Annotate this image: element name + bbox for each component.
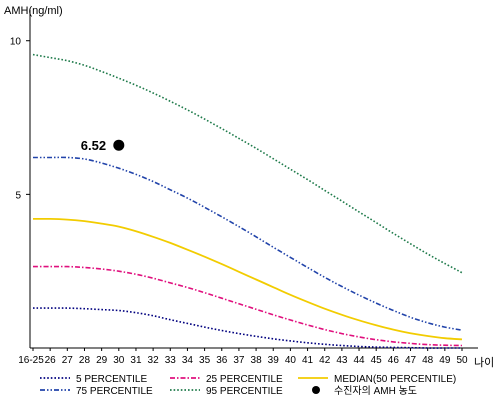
x-tick-label: 28 [79, 355, 91, 366]
x-tick-label: 16-25 [18, 355, 44, 366]
axes: AMH(ng/ml) 5 10 16-25 26 27 28 29 30 31 32 33 34 35 36… [4, 5, 494, 369]
x-tick-label: 31 [130, 355, 142, 366]
series-line-25-percentile [32, 265, 463, 347]
patient-amh-value-label: 6.52 [81, 138, 106, 153]
patient-annotation: 6.52 [81, 138, 125, 153]
series-line-75-percentile [33, 156, 463, 331]
x-tick-label: 41 [302, 355, 314, 366]
x-tick-label: 44 [353, 355, 365, 366]
series-line-5-percentile [32, 307, 462, 349]
x-tick-label: 46 [388, 355, 400, 366]
x-tick-label: 26 [45, 355, 57, 366]
x-tick-label: 36 [216, 355, 228, 366]
x-tick-label: 33 [165, 355, 177, 366]
x-tick-label: 38 [251, 355, 263, 366]
x-tick-label: 48 [422, 355, 434, 366]
legend-swatch-patient-point [312, 386, 320, 394]
legend-label-95-percentile: 95 PERCENTILE [206, 386, 283, 397]
x-tick-label: 27 [62, 355, 74, 366]
x-tick-label: 30 [113, 355, 125, 366]
x-tick-label: 35 [199, 355, 211, 366]
x-tick-label: 45 [371, 355, 383, 366]
series-lines [32, 53, 463, 349]
x-tick-label: 49 [439, 355, 451, 366]
legend-label-25-percentile: 25 PERCENTILE [206, 374, 283, 385]
x-tick-label: 40 [285, 355, 297, 366]
x-tick-label: 42 [319, 355, 331, 366]
x-tick-label: 34 [182, 355, 194, 366]
legend: 5 PERCENTILE 25 PERCENTILE MEDIAN(50 PERCE… [40, 374, 456, 397]
series-line-median-50-percentile [32, 217, 463, 341]
x-axis-title: 나이 [474, 356, 494, 369]
y-tick-label: 10 [10, 37, 22, 48]
legend-label-5-percentile: 5 PERCENTILE [76, 374, 147, 385]
legend-label-median-50-percentile: MEDIAN(50 PERCENTILE) [334, 374, 456, 385]
y-axis-title: AMH(ng/ml) [4, 5, 63, 17]
legend-label-patient-point: 수진자의 AMH 농도 [334, 385, 417, 397]
series-line-95-percentile [32, 53, 463, 274]
x-tick-label: 43 [336, 355, 348, 366]
x-tick-label: 39 [268, 355, 280, 366]
y-tick-label: 5 [15, 190, 21, 201]
patient-amh-point [113, 139, 125, 151]
x-tick-label: 50 [456, 355, 468, 366]
legend-label-75-percentile: 75 PERCENTILE [76, 386, 153, 397]
x-tick-label: 29 [96, 355, 108, 366]
x-tick-label: 37 [233, 355, 245, 366]
x-tick-label: 32 [148, 355, 160, 366]
x-tick-label: 47 [405, 355, 417, 366]
